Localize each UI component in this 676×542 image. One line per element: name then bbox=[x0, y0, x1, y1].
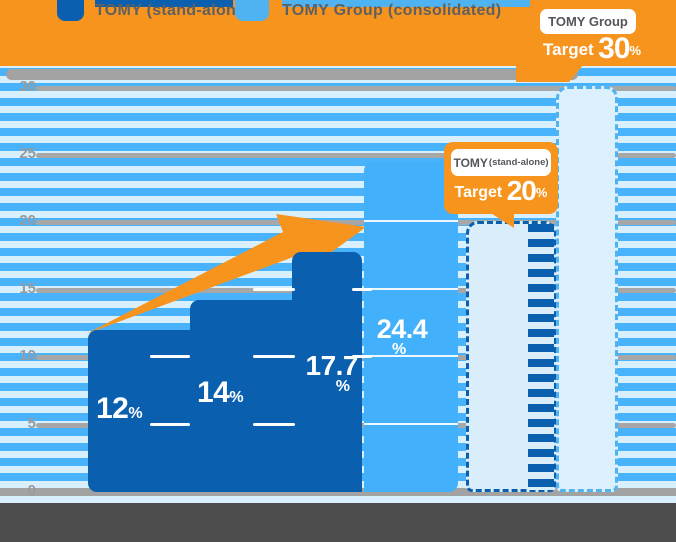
gridline-dash bbox=[364, 288, 458, 290]
y-tick-25: 25 bbox=[19, 145, 36, 162]
gridline-dash bbox=[364, 220, 458, 222]
legend-strip-group bbox=[282, 0, 530, 7]
target-bar-overlap-stripes bbox=[528, 224, 554, 490]
bar-24-4-percent bbox=[364, 162, 458, 492]
standalone-chip-main: TOMY bbox=[453, 155, 488, 170]
standalone-target-text: Target 20% bbox=[451, 176, 551, 206]
bar-value-14: 14% bbox=[197, 376, 244, 410]
bar-value-number: 24.4 bbox=[376, 314, 428, 344]
legend-label-group: TOMY Group (consolidated) bbox=[282, 2, 502, 19]
gridline-20 bbox=[36, 220, 676, 225]
target-word: Target bbox=[454, 184, 503, 201]
bar-value-unit: % bbox=[392, 341, 407, 358]
bar-17-7-percent bbox=[292, 252, 362, 492]
gridline-dash bbox=[364, 423, 458, 425]
y-tick-30: 30 bbox=[19, 78, 36, 95]
target-bar-30-percent bbox=[556, 86, 618, 492]
gridline-dash bbox=[352, 288, 372, 291]
target-unit: % bbox=[629, 43, 642, 58]
x-axis-baseboard bbox=[0, 503, 676, 542]
bar-value-number: 12 bbox=[96, 392, 129, 425]
bar-value-unit: % bbox=[128, 405, 143, 422]
gridline-dash bbox=[352, 355, 372, 358]
legend-swatch-group bbox=[235, 0, 269, 21]
gridline-dash bbox=[150, 355, 190, 358]
bar-14-percent bbox=[190, 300, 292, 492]
gridline-30 bbox=[36, 86, 676, 91]
y-tick-0: 0 bbox=[27, 482, 36, 499]
legend: TOMY (stand-alone) TOMY Group (consolida… bbox=[0, 0, 676, 26]
gridline-25 bbox=[36, 153, 676, 158]
gridline-dash bbox=[150, 423, 190, 426]
y-tick-10: 10 bbox=[19, 347, 36, 364]
target-word: Target bbox=[543, 40, 594, 59]
target-value: 20 bbox=[506, 175, 537, 206]
gridline-dash bbox=[253, 423, 295, 426]
y-tick-5: 5 bbox=[27, 415, 36, 432]
bar-value-12: 12% bbox=[96, 392, 143, 426]
legend-swatch-standalone bbox=[57, 0, 84, 21]
axis-baseline bbox=[0, 488, 676, 496]
target-value: 30 bbox=[598, 32, 630, 65]
bar-value-unit: % bbox=[335, 378, 350, 395]
legend-label-standalone: TOMY (stand-alone) bbox=[95, 2, 235, 19]
gridline-dash bbox=[253, 288, 295, 291]
y-tick-15: 15 bbox=[19, 280, 36, 297]
bar-value-unit: % bbox=[229, 389, 244, 406]
gridline-dash bbox=[253, 355, 295, 358]
bar-value-17-7: 17.7 % bbox=[284, 350, 359, 396]
standalone-chip-sub: (stand-alone) bbox=[488, 157, 549, 168]
gridline-dash bbox=[364, 355, 458, 357]
bar-value-number: 17.7 bbox=[305, 350, 359, 381]
bar-value-24-4: 24.4 % bbox=[364, 314, 440, 359]
standalone-chip: TOMY (stand-alone) bbox=[451, 149, 551, 176]
group-callout-tail bbox=[516, 60, 584, 82]
group-target-text: Target 30% bbox=[543, 32, 641, 65]
bar-value-number: 14 bbox=[197, 376, 230, 409]
group-chip: TOMY Group bbox=[540, 9, 636, 34]
target-unit: % bbox=[535, 185, 548, 200]
y-tick-20: 20 bbox=[19, 212, 36, 229]
legend-strip-standalone bbox=[95, 0, 233, 7]
header-band-shadow bbox=[6, 69, 578, 80]
